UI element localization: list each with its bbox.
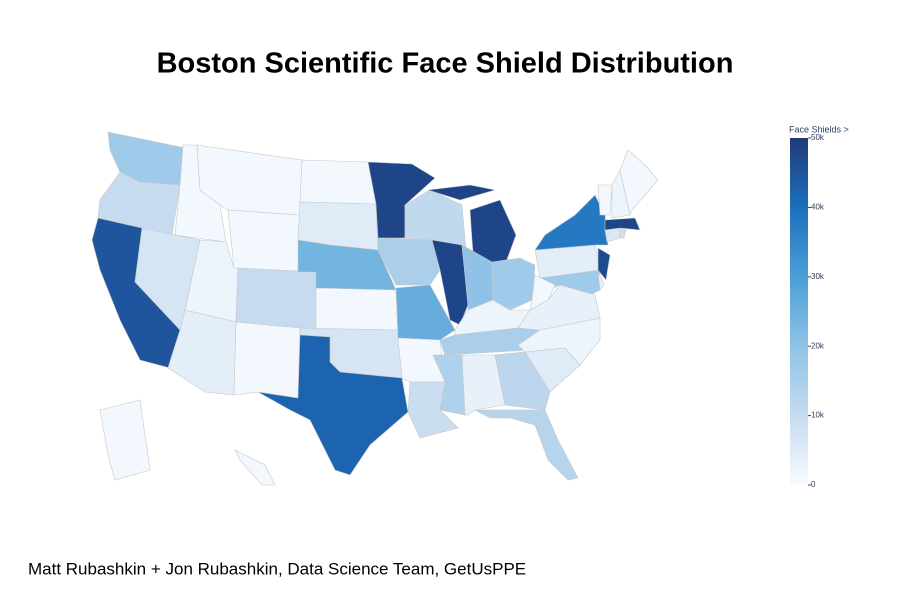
state — [474, 409, 579, 481]
state — [529, 274, 556, 311]
colorbar-tick-label: 10k — [811, 411, 825, 420]
state — [597, 184, 613, 216]
state — [227, 209, 301, 273]
state — [432, 354, 466, 416]
state — [604, 227, 621, 243]
colorbar-tick-label: 30k — [811, 272, 825, 281]
state — [517, 284, 601, 331]
state — [604, 217, 641, 231]
colorbar-tick-label: 50k — [811, 133, 825, 142]
state — [597, 247, 611, 281]
state — [234, 449, 276, 486]
state — [619, 227, 627, 239]
colorbar-bar — [790, 138, 808, 485]
colorbar-tick-label: 0 — [811, 480, 816, 489]
colorbar-title: Face Shields > — [789, 124, 849, 134]
state — [99, 399, 151, 481]
colorbar-tick-label: 20k — [811, 341, 825, 350]
state — [395, 284, 456, 341]
state — [619, 149, 659, 217]
state — [494, 351, 551, 411]
caption: Matt Rubashkin + Jon Rubashkin, Data Sci… — [28, 559, 526, 578]
state — [299, 159, 377, 205]
state — [315, 287, 399, 331]
colorbar-tick-label: 40k — [811, 203, 825, 212]
state — [233, 321, 301, 399]
map — [91, 131, 659, 486]
state — [257, 334, 409, 476]
chart-title: Boston Scientific Face Shield Distributi… — [157, 48, 734, 80]
state — [235, 267, 317, 331]
state — [491, 257, 536, 311]
state — [534, 194, 609, 251]
state — [597, 271, 605, 291]
colorbar: 0 10k 20k 30k 40k 50k — [790, 133, 825, 489]
